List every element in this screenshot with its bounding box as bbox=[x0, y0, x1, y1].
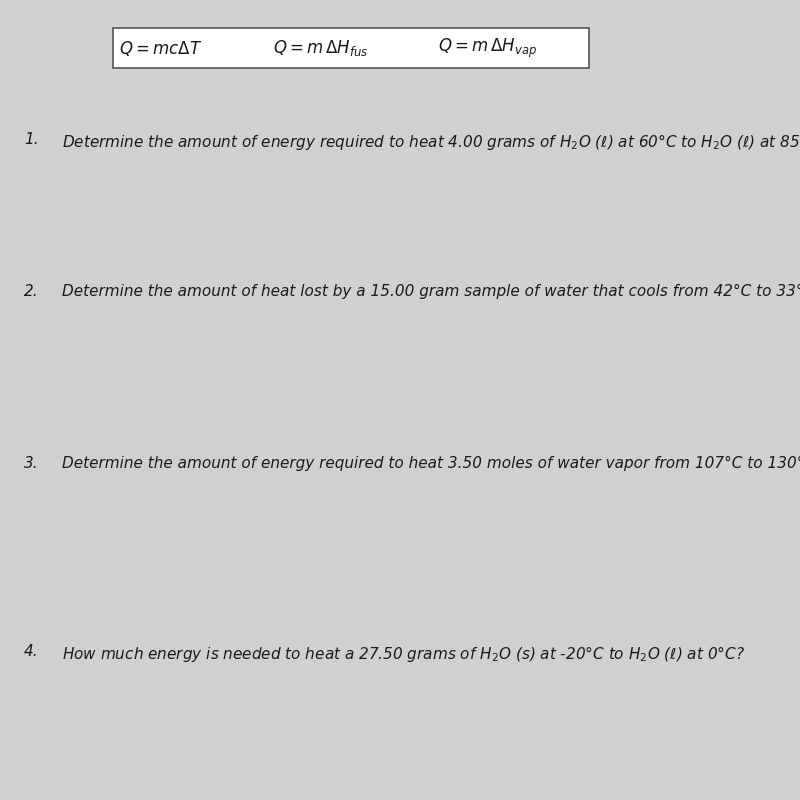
Text: Determine the amount of energy required to heat 3.50 moles of water vapor from 1: Determine the amount of energy required … bbox=[62, 456, 800, 471]
Text: Determine the amount of heat lost by a 15.00 gram sample of water that cools fro: Determine the amount of heat lost by a 1… bbox=[62, 284, 800, 299]
Text: 2.: 2. bbox=[24, 284, 38, 299]
Text: $Q = m\,\Delta H_{fus}$: $Q = m\,\Delta H_{fus}$ bbox=[274, 38, 369, 58]
Text: $Q = mc\Delta T$: $Q = mc\Delta T$ bbox=[119, 38, 202, 58]
Text: How much energy is needed to heat a 27.50 grams of H$_2$O (s) at -20$\degree$C t: How much energy is needed to heat a 27.5… bbox=[62, 644, 746, 664]
Text: 1.: 1. bbox=[24, 132, 38, 147]
Text: 4.: 4. bbox=[24, 644, 38, 659]
Text: Determine the amount of energy required to heat 4.00 grams of H$_2$O ($\ell$) at: Determine the amount of energy required … bbox=[62, 132, 800, 152]
Bar bbox=[113, 28, 589, 68]
Text: $Q = m\,\Delta H_{vap}$: $Q = m\,\Delta H_{vap}$ bbox=[438, 36, 537, 60]
Text: 3.: 3. bbox=[24, 456, 38, 471]
